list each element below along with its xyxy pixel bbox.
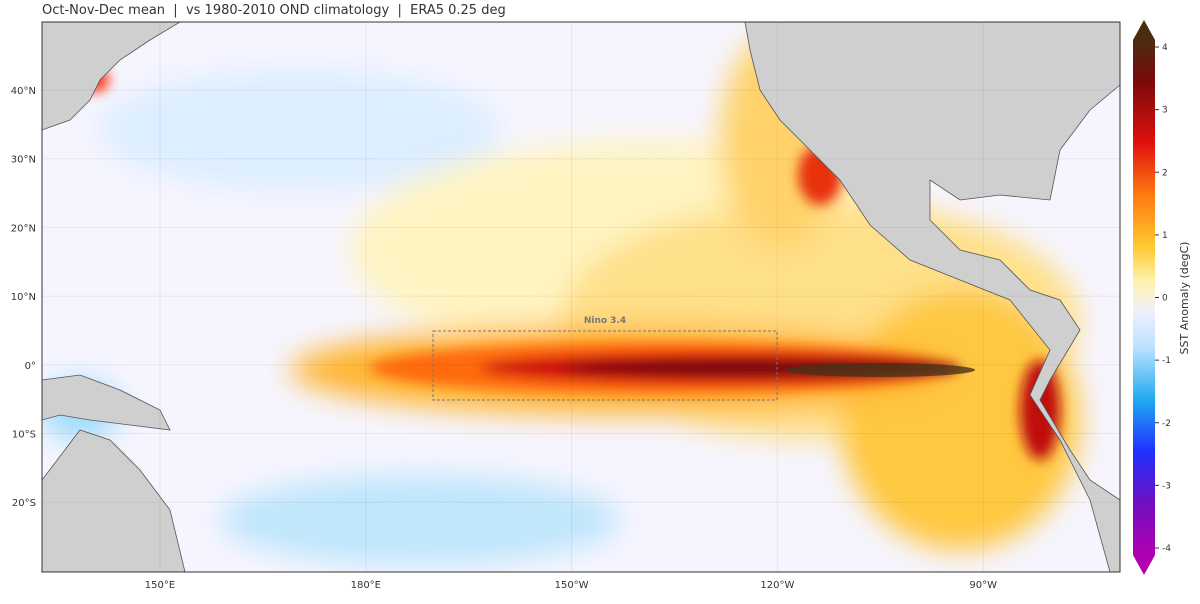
subtitle: Oct-Nov-Dec mean | vs 1980-2010 OND clim… [42, 3, 506, 18]
nino-box [432, 330, 778, 401]
lat-label: 30°N [11, 155, 36, 166]
region-label: Nino 3.4 [584, 316, 626, 326]
colorbar-tick-label: -1 [1162, 356, 1171, 366]
colorbar-tick-label: 0 [1162, 294, 1168, 304]
colorbar-scale [1133, 40, 1155, 555]
sst-field [42, 22, 1120, 572]
colorbar: SST Anomaly (degC) [1133, 20, 1191, 575]
colorbar-tick-label: -3 [1162, 481, 1171, 491]
colorbar-tick-label: 2 [1162, 168, 1168, 178]
lat-label: 20°S [12, 498, 36, 509]
map-frame [41, 21, 1121, 573]
lat-label: 20°N [11, 223, 36, 234]
colorbar-label: SST Anomaly (degC) [1178, 242, 1191, 355]
lon-label: 150°W [555, 580, 589, 591]
lon-label: 90°W [969, 580, 997, 591]
lon-label: 120°W [760, 580, 794, 591]
lat-label: 40°N [11, 86, 36, 97]
lat-label: 0° [25, 361, 36, 372]
land [42, 22, 1120, 572]
colorbar-extend [1133, 20, 1155, 40]
lon-label: 150°E [145, 580, 175, 591]
colorbar-tick-label: 1 [1162, 231, 1168, 241]
colorbar-extend [1133, 555, 1155, 575]
colorbar-tick-label: -4 [1162, 544, 1171, 554]
lat-label: 10°S [12, 430, 36, 441]
colorbar-tick-label: 4 [1162, 43, 1168, 53]
lat-label: 10°N [11, 292, 36, 303]
lon-label: 180°E [351, 580, 381, 591]
graticule [42, 22, 1120, 572]
colorbar-tick-label: 3 [1162, 106, 1168, 116]
colorbar-tick-label: -2 [1162, 419, 1171, 429]
